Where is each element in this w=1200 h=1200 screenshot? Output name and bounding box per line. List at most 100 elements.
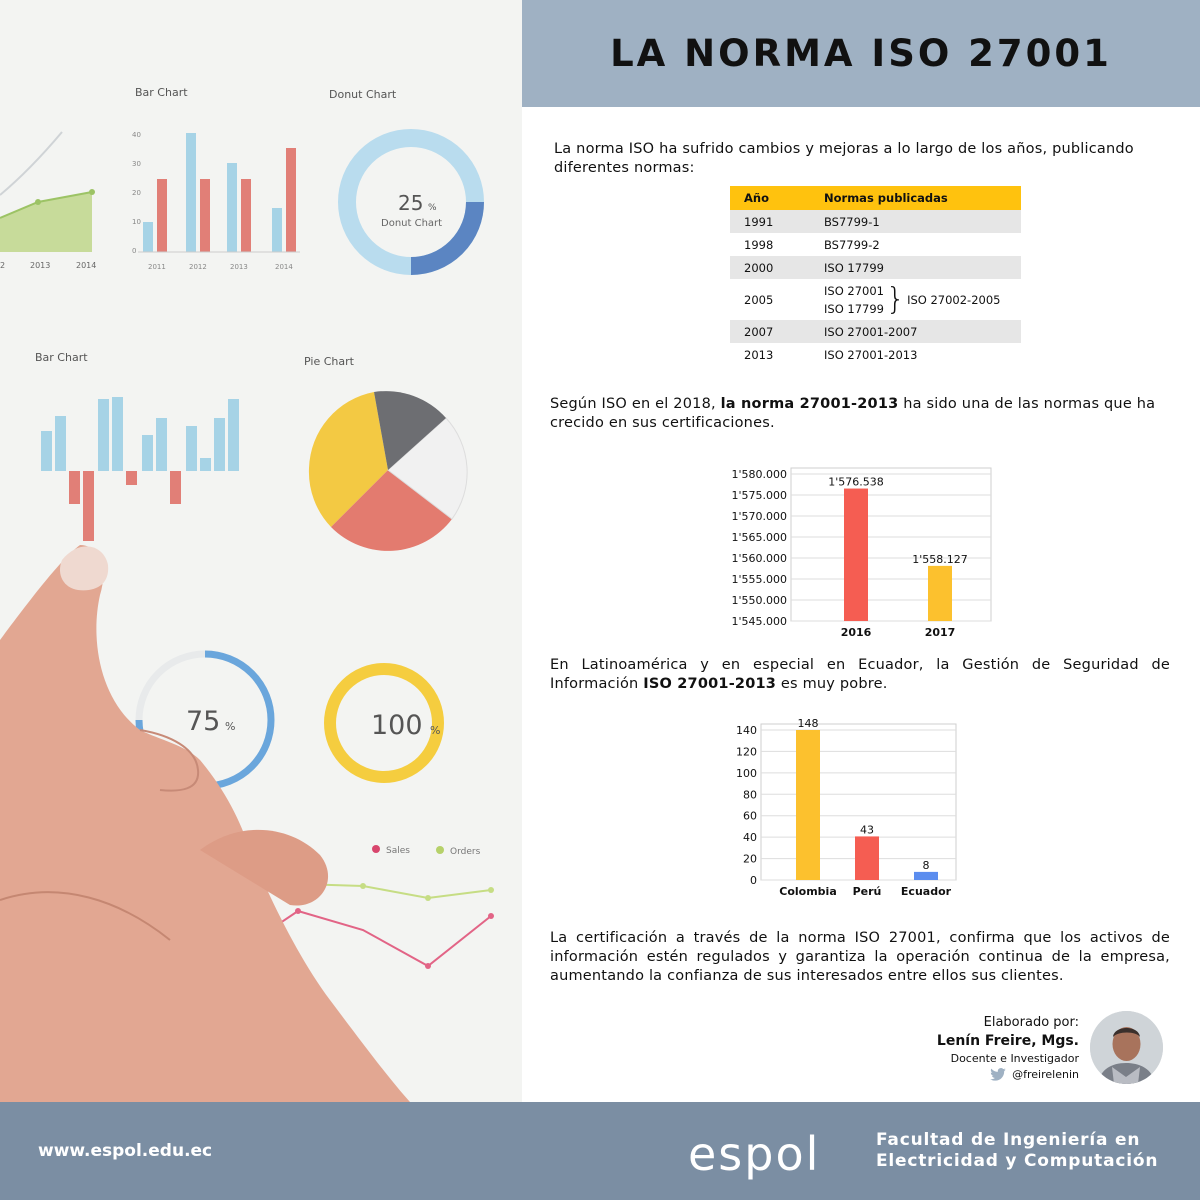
intro-paragraph: La norma ISO ha sufrido cambios y mejora…: [554, 141, 1134, 176]
header-banner: LA NORMA ISO 27001: [522, 0, 1200, 107]
photo-gauge-value: 75: [186, 706, 220, 737]
author-name: Lenín Freire, Mgs.: [936, 1033, 1079, 1049]
certifications-bar-chart: 1'545.000 1'550.000 1'555.000 1'560.000 1'56…: [731, 467, 992, 639]
infographic-photo: 2 2013 2014 Bar Chart 40 30 20 10 0 2011…: [0, 0, 522, 1102]
faculty-line: Electricidad y Computación: [876, 1151, 1159, 1171]
photo-legend: Orders: [450, 847, 481, 857]
photo-donut-unit: %: [428, 203, 437, 213]
table-row: 2000 ISO 17799: [730, 256, 1021, 279]
photo-axis-label: 0: [132, 247, 136, 255]
faculty-name: Facultad de Ingeniería en Electricidad y…: [876, 1130, 1158, 1172]
chart-y-tick-label: 120: [736, 745, 757, 758]
photo-axis-label: 40: [132, 131, 141, 139]
table-cell-norma: BS7799-2: [824, 237, 880, 252]
paragraph-latam: En Latinoamérica y en especial en Ecuado…: [550, 656, 1170, 694]
table-cell-norma: ISO 27001-2007: [810, 320, 1021, 343]
table-cell-year: 1998: [744, 237, 774, 252]
table-cell-norma: ISO 27002-2005: [907, 292, 1001, 307]
chart-y-tick-label: 80: [743, 788, 757, 801]
photo-donut-value: 25: [398, 191, 423, 215]
photo-gauge-unit: %: [225, 720, 235, 733]
paragraph-bold: la norma 27001-2013: [720, 396, 899, 412]
chart-frame: [790, 467, 992, 622]
page-title: LA NORMA ISO 27001: [610, 32, 1112, 75]
photo-chart-title: Donut Chart: [329, 88, 397, 101]
table-cell-norma: ISO 17799: [810, 256, 1021, 279]
chart-x-tick-label: 2017: [925, 626, 956, 639]
chart-data-label: 43: [860, 823, 874, 836]
table-cell-norma: ISO 17799: [824, 301, 884, 316]
photo-axis-label: 2011: [148, 263, 166, 271]
table-cell-year: 2000: [730, 256, 810, 279]
table-cell-norma: ISO 27001-2013: [824, 347, 918, 362]
chart-y-tick-label: 0: [750, 874, 757, 887]
chart-y-tick-label: 20: [743, 853, 757, 866]
photo-chart-title: Pie Chart: [304, 355, 355, 368]
website-link[interactable]: www.espol.edu.ec: [38, 1141, 213, 1161]
chart-y-tick-label: 1'550.000: [731, 594, 787, 607]
background-photo: 2 2013 2014 Bar Chart 40 30 20 10 0 2011…: [0, 0, 522, 1102]
chart-x-tick-label: Perú: [853, 885, 882, 898]
table-cell-year: 2013: [744, 347, 774, 362]
photo-axis-label: 2014: [76, 261, 96, 270]
author-role: Docente e Investigador: [950, 1052, 1079, 1065]
chart-y-tick-label: 1'580.000: [731, 468, 787, 481]
chart-x-tick-label: Ecuador: [901, 885, 952, 898]
paragraph-certifications: Según ISO en el 2018, la norma 27001-201…: [550, 395, 1170, 433]
chart-y-tick-label: 40: [743, 831, 757, 844]
author-block: Elaborado por: Lenín Freire, Mgs. Docent…: [937, 1015, 1079, 1081]
table-row: 2013 ISO 27001-2013: [730, 343, 1021, 366]
chart-y-tick-label: 1'575.000: [731, 489, 787, 502]
chart-bar: [855, 836, 879, 880]
author-label: Elaborado por:: [983, 1015, 1079, 1030]
chart-y-tick-label: 100: [736, 767, 757, 780]
paragraph-text: es muy pobre.: [776, 676, 888, 692]
chart-y-tick-label: 140: [736, 724, 757, 737]
latam-bar-chart: 0 20 40 60 80 100 120 140 148 Colombia 43 Perú 8 Ecua…: [736, 717, 957, 898]
chart-data-label: 8: [923, 859, 930, 872]
chart-y-tick-label: 1'565.000: [731, 531, 787, 544]
photo-axis-label: 2014: [275, 263, 293, 271]
author-twitter-handle[interactable]: @freirelenin: [937, 1068, 1079, 1081]
footer-bar: [0, 1102, 1200, 1200]
photo-chart-title: Bar Chart: [135, 86, 188, 99]
table-cell-norma: ISO 27001: [824, 283, 884, 298]
table-header-norms: Normas publicadas: [810, 186, 1021, 210]
table-row: 1998 BS7799-2: [730, 233, 1021, 256]
table-cell-norma-group: ISO 27001 ISO 17799 } ISO 27002-2005: [810, 279, 1021, 320]
chart-x-tick-label: 2016: [841, 626, 872, 639]
hand-illustration: [0, 545, 410, 1102]
photo-legend: Sales: [386, 846, 410, 856]
chart-bar: [796, 730, 820, 880]
table-cell-year: 2005: [744, 292, 774, 307]
photo-axis-label: 30: [132, 160, 141, 168]
photo-axis-label: 20: [132, 189, 141, 197]
chart-y-tick-label: 60: [743, 810, 757, 823]
chart-data-label: 1'576.538: [828, 476, 884, 489]
photo-axis-label: 2013: [30, 261, 50, 270]
table-row: 2005 ISO 27001 ISO 17799 } ISO 27002-2005: [730, 279, 1021, 320]
paragraph-text: Según ISO en el 2018,: [550, 396, 721, 412]
table-cell-year: 1991: [730, 210, 810, 233]
chart-x-tick-label: Colombia: [779, 885, 837, 898]
twitter-icon: [990, 1068, 1006, 1081]
photo-axis-label: 10: [132, 218, 141, 226]
chart-data-label: 148: [798, 717, 819, 730]
paragraph-bold: ISO 27001-2013: [643, 676, 777, 692]
chart-y-tick-label: 1'560.000: [731, 552, 787, 565]
chart-y-tick-label: 1'545.000: [731, 615, 787, 628]
chart-data-label: 1'558.127: [912, 553, 968, 566]
chart-bar: [844, 488, 868, 621]
table-header-row: Año Normas publicadas: [730, 186, 1021, 210]
table-cell-norma: BS7799-1: [810, 210, 1021, 233]
chart-y-tick-label: 1'570.000: [731, 510, 787, 523]
table-header-year: Año: [730, 186, 810, 210]
author-avatar: [1090, 1011, 1163, 1084]
photo-axis-label: 2013: [230, 263, 248, 271]
table-cell-year: 2007: [730, 320, 810, 343]
faculty-line: Facultad de Ingeniería en: [876, 1130, 1141, 1150]
espol-logo: espol: [688, 1130, 818, 1180]
paragraph-text: ha sido una de las normas que ha crecido…: [550, 396, 1156, 431]
iso-norms-table: Año Normas publicadas 1991 BS7799-1 1998…: [730, 186, 1021, 366]
chart-bar: [914, 871, 938, 880]
